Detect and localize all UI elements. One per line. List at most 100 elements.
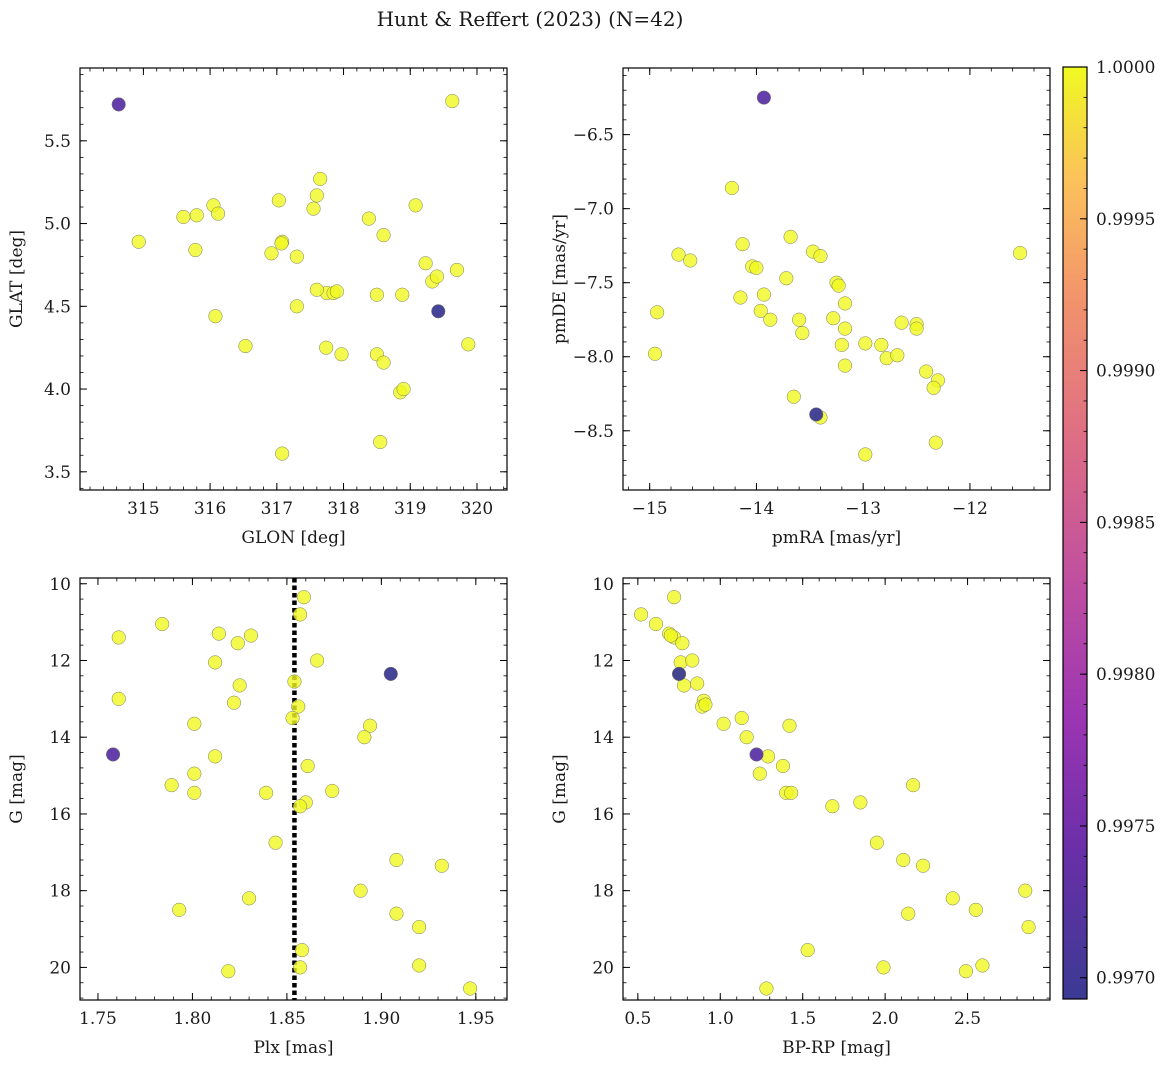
colorbar-tick-label: 1.0000 xyxy=(1096,58,1155,78)
data-point xyxy=(271,193,286,208)
data-point xyxy=(329,284,344,299)
y-axis-label: GLAT [deg] xyxy=(7,230,27,328)
data-point xyxy=(264,246,279,261)
data-point xyxy=(259,785,274,800)
data-point xyxy=(896,852,911,868)
y-tick-label: 12 xyxy=(49,651,71,671)
data-point xyxy=(362,718,378,733)
data-point xyxy=(221,964,236,979)
data-point xyxy=(735,237,750,252)
x-tick-label: 1.95 xyxy=(457,1009,495,1029)
data-point xyxy=(756,90,771,105)
data-point xyxy=(396,382,411,397)
data-point xyxy=(858,336,873,351)
data-point xyxy=(369,287,384,302)
data-point xyxy=(634,607,649,622)
y-tick-label: 4.5 xyxy=(44,297,71,317)
data-point xyxy=(749,260,764,275)
data-point xyxy=(753,303,768,318)
data-point xyxy=(187,766,202,781)
data-point xyxy=(293,799,308,814)
y-tick-label: 20 xyxy=(592,958,614,978)
data-point xyxy=(958,964,973,979)
data-point xyxy=(648,616,664,632)
data-point xyxy=(313,171,328,186)
data-point xyxy=(685,653,700,668)
data-point xyxy=(357,730,372,745)
data-point xyxy=(131,234,146,249)
data-point xyxy=(890,348,905,363)
data-point xyxy=(906,778,921,793)
data-point xyxy=(650,305,665,320)
data-point xyxy=(876,960,891,975)
data-point xyxy=(734,710,749,726)
data-point xyxy=(285,710,300,726)
data-point xyxy=(786,389,801,404)
y-tick-label: 10 xyxy=(49,575,71,595)
data-point xyxy=(376,355,391,370)
colorbar-tick-label: 0.9980 xyxy=(1096,665,1155,685)
plot-area-3 xyxy=(622,577,1051,1001)
x-tick-label: −13 xyxy=(845,499,881,519)
data-point xyxy=(874,337,889,352)
data-layer xyxy=(106,578,478,1000)
data-point xyxy=(968,902,983,917)
data-point xyxy=(663,628,678,643)
data-point xyxy=(319,340,334,355)
y-tick-label: 10 xyxy=(592,575,614,595)
data-point xyxy=(289,249,304,264)
y-axis-label: G [mag] xyxy=(550,754,570,823)
colorbar-gradient xyxy=(1062,66,1088,1000)
data-point xyxy=(449,262,465,277)
data-point xyxy=(756,287,771,302)
x-axis-label: GLON [deg] xyxy=(241,528,345,548)
data-point xyxy=(909,321,924,336)
data-point xyxy=(164,778,179,793)
data-point xyxy=(1018,883,1033,898)
x-tick-label: −12 xyxy=(952,499,988,519)
data-point xyxy=(111,691,126,706)
data-point xyxy=(431,304,446,319)
data-point xyxy=(445,94,460,109)
x-tick-label: 318 xyxy=(327,499,359,519)
data-point xyxy=(208,749,223,764)
data-point xyxy=(716,716,731,731)
figure-title: Hunt & Reffert (2023) (N=42) xyxy=(377,7,684,31)
data-point xyxy=(945,891,960,906)
colorbar: 0.9970 0.9975 0.9980 0.9985 0.9990 0.9995 1.00… xyxy=(1062,58,1155,1000)
data-point xyxy=(361,211,376,226)
colorbar-tick-label: 0.9995 xyxy=(1096,210,1155,230)
data-point xyxy=(293,960,308,975)
data-point xyxy=(463,981,478,996)
data-layer xyxy=(111,94,476,461)
data-point xyxy=(733,290,748,305)
data-point xyxy=(187,716,202,731)
y-tick-label: 4.0 xyxy=(44,380,71,400)
data-point xyxy=(274,236,289,251)
panel-plx-g: 1.75 1.80 1.85 1.90 1.95 10 12 14 16 18 20 Plx [mas… xyxy=(7,575,508,1058)
x-tick-label: −14 xyxy=(738,499,774,519)
data-point xyxy=(208,655,223,670)
data-point xyxy=(294,943,310,958)
colorbar-tick-label: 0.9970 xyxy=(1096,969,1155,989)
y-tick-label: 14 xyxy=(49,728,71,748)
data-point xyxy=(176,209,191,224)
y-axis-label: G [mag] xyxy=(7,754,27,823)
x-tick-label: 1.75 xyxy=(79,1009,117,1029)
data-point xyxy=(752,766,767,781)
y-tick-label: 14 xyxy=(592,728,614,748)
data-point xyxy=(373,434,388,450)
data-point xyxy=(172,902,187,917)
data-point xyxy=(188,242,203,258)
x-axis-label: pmRA [mas/yr] xyxy=(772,528,901,548)
data-layer xyxy=(647,90,1028,462)
colorbar-tick-label: 0.9990 xyxy=(1096,362,1155,382)
data-point xyxy=(418,256,433,271)
data-point xyxy=(189,208,204,223)
data-point xyxy=(831,278,846,293)
data-point xyxy=(763,312,778,327)
y-tick-label: 16 xyxy=(592,805,614,825)
y-tick-label: 12 xyxy=(592,651,614,671)
data-point xyxy=(683,253,698,268)
data-point xyxy=(837,358,853,373)
